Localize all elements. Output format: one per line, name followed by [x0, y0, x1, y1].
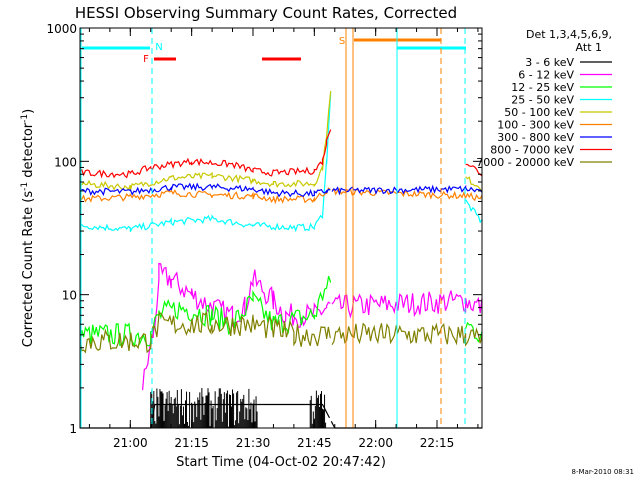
overlay-layer: FN S [80, 28, 466, 428]
series-line-4-part-1 [79, 92, 332, 233]
series-line-2-part-1 [142, 262, 331, 391]
annotation-f: F [143, 54, 149, 65]
x-tick-label: 21:45 [297, 436, 332, 450]
series-line-9-part-2 [331, 322, 483, 347]
series-line-2-part-2 [331, 290, 483, 319]
y-axis: 1 10 100 1000 [46, 22, 482, 436]
y-axis-label-sup2: -1 [20, 114, 30, 123]
legend-label: 300 - 800 keV [497, 131, 574, 144]
annotation-s: S [339, 36, 345, 47]
series-line-5-part-1 [79, 90, 332, 191]
x-tick-label: 22:15 [420, 436, 455, 450]
series-line-6-part-1 [79, 187, 331, 205]
series-line-8-part-1 [79, 129, 332, 179]
legend-subtitle: Att 1 [576, 41, 602, 54]
legend-label: 12 - 25 keV [511, 81, 574, 94]
series-line-5-part-2 [465, 176, 483, 192]
x-tick-label: 21:30 [236, 436, 271, 450]
legend-label: 50 - 100 keV [504, 106, 574, 119]
chart-title: HESSI Observing Summary Count Rates, Cor… [75, 4, 457, 22]
x-axis-label: Start Time (04-Oct-02 20:47:42) [176, 455, 386, 470]
y-tick-label: 1000 [46, 22, 77, 36]
footer-date: 8-Mar-2010 08:31 [572, 468, 634, 476]
series-line-7-part-2 [331, 184, 483, 196]
legend-label: 25 - 50 keV [511, 94, 574, 107]
legend-label: 6 - 12 keV [518, 69, 574, 82]
legend-label: 7000 - 20000 keV [476, 156, 574, 169]
y-tick-label: 10 [62, 289, 77, 303]
series-line-7-part-1 [79, 182, 331, 198]
legend-label: 3 - 6 keV [525, 56, 574, 69]
legend-title: Det 1,3,4,5,6,9, [526, 28, 612, 41]
y-tick-label: 1 [69, 422, 77, 436]
x-tick-label: 22:00 [358, 436, 393, 450]
plot-frame [79, 27, 483, 429]
y-axis-label-sup1: -1 [20, 182, 30, 191]
y-axis-label-part1: Corrected Count Rate (s [21, 191, 36, 348]
annotation-n: N [155, 42, 162, 53]
series-line-6-part-2 [331, 187, 483, 202]
x-tick-label: 21:15 [174, 436, 209, 450]
y-axis-label-part3: ) [21, 109, 36, 114]
series-line-8-part-2 [465, 163, 483, 177]
legend-label: 100 - 300 keV [497, 119, 574, 132]
x-tick-label: 21:00 [113, 436, 148, 450]
y-axis-label: Corrected Count Rate (s-1 detector-1) [20, 109, 36, 347]
series-line-1-part-2 [330, 421, 482, 429]
legend-label: 800 - 7000 keV [490, 144, 574, 157]
x-axis: 21:00 21:15 21:30 21:45 22:00 22:15 [88, 28, 479, 450]
y-tick-label: 100 [54, 155, 77, 169]
series-line-3-part-1 [79, 276, 332, 349]
series-layer [79, 90, 483, 429]
series-line-9-part-1 [79, 311, 331, 354]
series-line-4-part-2 [465, 199, 483, 224]
y-axis-label-part2: detector [21, 122, 36, 182]
